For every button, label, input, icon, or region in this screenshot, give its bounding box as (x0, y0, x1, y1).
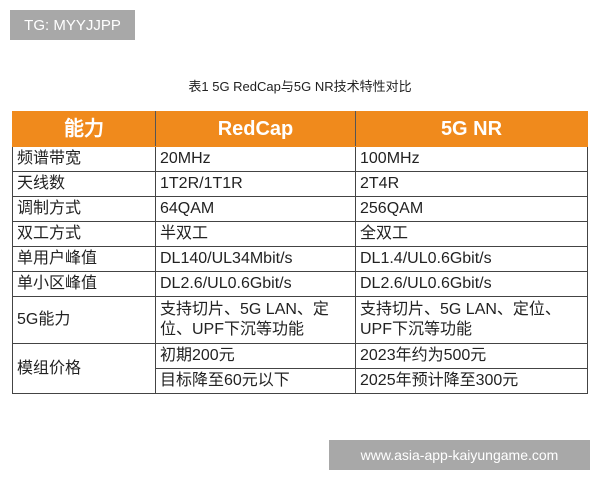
table-cell: DL140/UL34Mbit/s (155, 246, 356, 272)
header-cell: 5G NR (355, 111, 588, 147)
table-cell: DL2.6/UL0.6Gbit/s (355, 271, 588, 297)
table-row: 频谱带宽 20MHz 100MHz (12, 146, 588, 172)
table-cell: 全双工 (355, 221, 588, 247)
watermark-bottom: www.asia-app-kaiyungame.com (329, 440, 590, 470)
comparison-table: 能力 RedCap 5G NR 频谱带宽 20MHz 100MHz 天线数 1T2R/1… (12, 111, 588, 394)
table-cell: 64QAM (155, 196, 356, 222)
table-row: 单用户峰值 DL140/UL34Mbit/s DL1.4/UL0.6Gbit/s (12, 246, 588, 272)
table-cell: 2023年约为500元 (355, 343, 588, 369)
table-cell: 双工方式 (12, 221, 156, 247)
table-cell: 目标降至60元以下 (155, 368, 356, 394)
header-cell: 能力 (12, 111, 156, 147)
table-row: 模组价格 初期200元 2023年约为500元 (12, 343, 588, 394)
table-cell: DL1.4/UL0.6Gbit/s (355, 246, 588, 272)
table-row: 5G能力 支持切片、5G LAN、定位、UPF下沉等功能 支持切片、5G LAN、定… (12, 296, 588, 344)
table-cell: 2025年预计降至300元 (355, 368, 588, 394)
header-row: 能力 RedCap 5G NR (12, 111, 588, 147)
table-row: 目标降至60元以下 2025年预计降至300元 (13, 368, 588, 394)
table-row: 调制方式 64QAM 256QAM (12, 196, 588, 222)
table-cell: 支持切片、5G LAN、定位、UPF下沉等功能 (155, 296, 356, 344)
table-cell: 半双工 (155, 221, 356, 247)
table-cell: 100MHz (355, 146, 588, 172)
table-cell: 调制方式 (12, 196, 156, 222)
table-cell: 256QAM (355, 196, 588, 222)
table-cell: 2T4R (355, 171, 588, 197)
header-cell: RedCap (155, 111, 356, 147)
table-cell: 天线数 (12, 171, 156, 197)
watermark-top: TG: MYYJJPP (10, 10, 135, 40)
table-cell: 频谱带宽 (12, 146, 156, 172)
table-row: 天线数 1T2R/1T1R 2T4R (12, 171, 588, 197)
table-cell: 1T2R/1T1R (155, 171, 356, 197)
table-cell: 20MHz (155, 146, 356, 172)
table-cell: 单用户峰值 (12, 246, 156, 272)
table-cell: 5G能力 (12, 296, 156, 344)
table-title: 表1 5G RedCap与5G NR技术特性对比 (188, 79, 412, 94)
table-row: 单小区峰值 DL2.6/UL0.6Gbit/s DL2.6/UL0.6Gbit/s (12, 271, 588, 297)
table-cell: 支持切片、5G LAN、定位、UPF下沉等功能 (355, 296, 588, 344)
table-cell: 单小区峰值 (12, 271, 156, 297)
table-cell: DL2.6/UL0.6Gbit/s (155, 271, 356, 297)
table-cell: 初期200元 (155, 343, 356, 369)
table-row: 双工方式 半双工 全双工 (12, 221, 588, 247)
table-cell: 模组价格 (12, 343, 156, 394)
